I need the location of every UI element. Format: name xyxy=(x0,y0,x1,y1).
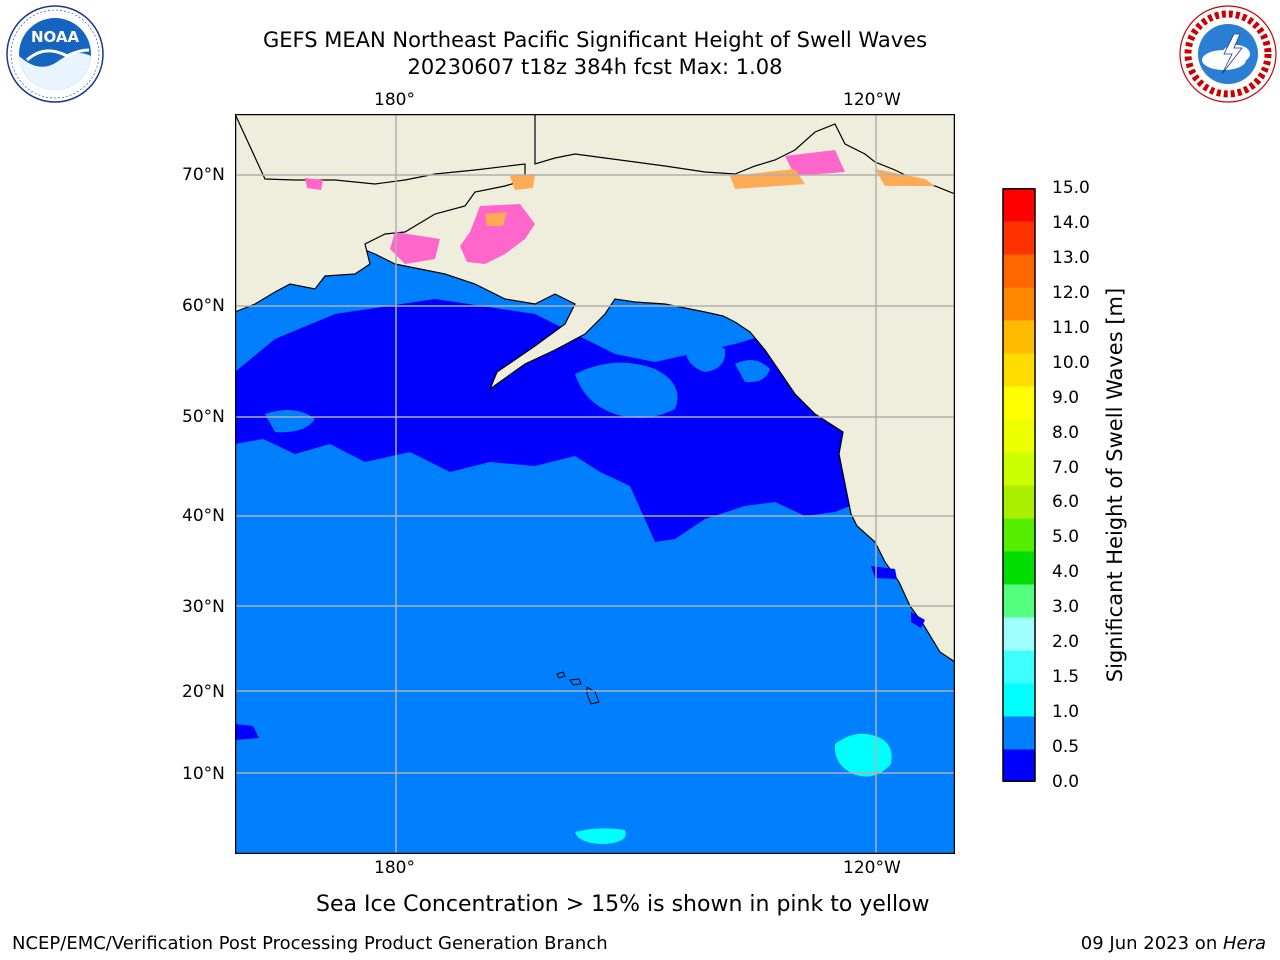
colorbar-tick-label: 1.0 xyxy=(1052,702,1080,723)
lat-label-30n: 30°N xyxy=(182,597,225,617)
colorbar-cell xyxy=(1003,749,1035,782)
colorbar-cell xyxy=(1003,320,1035,354)
footer-machine: Hera xyxy=(1222,933,1266,954)
lat-label-70n: 70°N xyxy=(182,165,225,185)
colorbar-cell xyxy=(1003,584,1035,618)
lon-label-top-120w: 120°W xyxy=(843,90,901,110)
noaa-logo-text: NOAA xyxy=(31,28,80,46)
colorbar-cell xyxy=(1003,485,1035,519)
colorbar-cell xyxy=(1003,287,1035,321)
colorbar-tick-label: 11.0 xyxy=(1052,317,1090,338)
colorbar xyxy=(1002,188,1036,782)
nws-logo-icon xyxy=(1179,5,1277,103)
map-panel xyxy=(235,114,955,854)
swell-patch-east xyxy=(834,733,892,777)
colorbar-cell xyxy=(1003,683,1035,717)
colorbar-tick-label: 0.0 xyxy=(1052,772,1080,792)
colorbar-tick-label: 10.0 xyxy=(1052,352,1090,373)
chart-title: GEFS MEAN Northeast Pacific Significant … xyxy=(262,28,928,52)
colorbar-tick-label: 13.0 xyxy=(1052,247,1090,268)
colorbar-cell xyxy=(1003,452,1035,486)
lat-label-60n: 60°N xyxy=(182,296,225,316)
lat-label-40n: 40°N xyxy=(182,506,225,526)
colorbar-cell xyxy=(1003,551,1035,585)
colorbar-cell xyxy=(1003,716,1035,750)
graticule xyxy=(235,114,955,854)
lon-label-top-180: 180° xyxy=(374,90,415,110)
colorbar-tick-label: 12.0 xyxy=(1052,282,1090,303)
colorbar-cell xyxy=(1003,419,1035,453)
colorbar-tick-label: 14.0 xyxy=(1052,212,1090,233)
colorbar-cell xyxy=(1003,518,1035,552)
colorbar-tick-label: 2.0 xyxy=(1052,632,1080,653)
chart-subtitle: 20230607 t18z 384h fcst Max: 1.08 xyxy=(407,55,783,79)
land-northwest xyxy=(235,114,526,313)
colorbar-cell xyxy=(1003,221,1035,255)
colorbar-cell xyxy=(1003,353,1035,387)
lon-label-bottom-180: 180° xyxy=(374,858,415,878)
colorbar-cell xyxy=(1003,386,1035,420)
lat-label-20n: 20°N xyxy=(182,682,225,702)
colorbar-tick-label: 4.0 xyxy=(1052,562,1080,583)
colorbar-tick-label: 1.5 xyxy=(1052,667,1080,688)
colorbar-cell xyxy=(1003,650,1035,684)
footer-credit: NCEP/EMC/Verification Post Processing Pr… xyxy=(12,933,608,954)
colorbar-tick-label: 6.0 xyxy=(1052,492,1080,513)
lat-label-50n: 50°N xyxy=(182,407,225,427)
colorbar-label: Significant Height of Swell Waves [m] xyxy=(1103,287,1127,683)
footer-timestamp: 09 Jun 2023 on Hera xyxy=(1081,933,1266,955)
footer-date: 09 Jun 2023 on xyxy=(1080,933,1223,954)
colorbar-cell xyxy=(1003,254,1035,288)
lat-label-10n: 10°N xyxy=(182,764,225,784)
colorbar-tick-label: 9.0 xyxy=(1052,387,1080,408)
colorbar-tick-label: 3.0 xyxy=(1052,597,1080,618)
colorbar-tick-label: 0.5 xyxy=(1052,737,1080,758)
lon-label-bottom-120w: 120°W xyxy=(843,858,901,878)
colorbar-tick-label: 15.0 xyxy=(1052,178,1090,198)
sea-ice-note: Sea Ice Concentration > 15% is shown in … xyxy=(316,892,930,917)
colorbar-cell xyxy=(1003,617,1035,651)
colorbar-tick-label: 5.0 xyxy=(1052,527,1080,548)
colorbar-tick-label: 7.0 xyxy=(1052,457,1080,478)
colorbar-cell xyxy=(1003,188,1035,222)
noaa-logo-icon: NOAA xyxy=(6,5,104,103)
colorbar-tick-label: 8.0 xyxy=(1052,422,1080,443)
sea-ice-bering xyxy=(460,204,535,264)
